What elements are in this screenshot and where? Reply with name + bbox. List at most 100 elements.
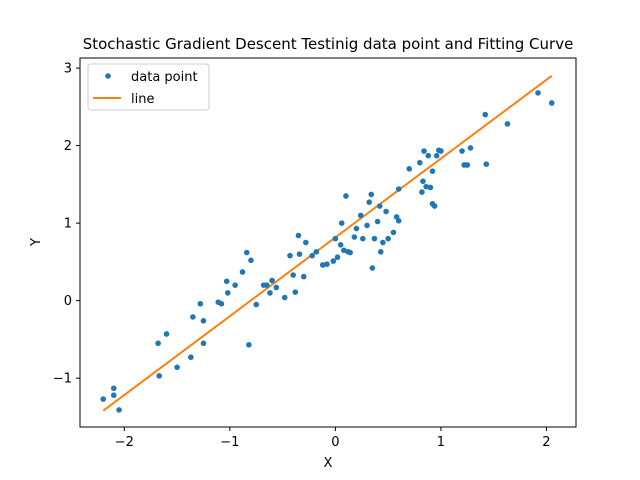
data-point	[281, 294, 288, 301]
data-point	[116, 407, 122, 413]
y-tick-label: 1	[64, 217, 72, 232]
data-point	[110, 392, 117, 399]
data-point	[433, 152, 440, 159]
x-tick-label: −1	[220, 435, 239, 450]
data-point	[385, 235, 391, 242]
data-point	[366, 199, 372, 205]
data-point	[100, 396, 107, 402]
data-point	[376, 203, 383, 209]
data-point	[223, 278, 230, 285]
data-point	[360, 235, 366, 242]
data-point	[313, 249, 320, 255]
data-point	[464, 162, 471, 168]
data-point	[341, 247, 347, 254]
data-point	[155, 340, 161, 347]
data-point	[287, 252, 293, 259]
data-point	[406, 166, 413, 172]
data-point	[377, 249, 384, 255]
data-point	[417, 159, 423, 166]
y-tick-label: −1	[53, 372, 72, 387]
data-point	[371, 235, 378, 242]
data-point	[338, 220, 345, 226]
data-point	[163, 331, 170, 337]
data-point	[427, 184, 434, 191]
data-point	[309, 252, 315, 259]
data-point	[395, 186, 402, 192]
data-point	[459, 148, 465, 154]
data-point	[224, 290, 231, 296]
data-point	[425, 152, 432, 159]
data-point	[300, 273, 307, 280]
data-point	[548, 100, 555, 106]
data-point	[438, 148, 444, 154]
data-point	[200, 317, 207, 324]
data-point	[324, 261, 330, 268]
data-point	[218, 300, 225, 307]
x-axis-label: X	[324, 456, 333, 471]
data-point	[504, 121, 511, 127]
data-point	[239, 269, 246, 275]
data-point	[423, 183, 429, 190]
data-point	[419, 189, 425, 195]
y-tick-label: 3	[64, 62, 72, 77]
y-axis: −1 0 1 2 3	[53, 62, 80, 387]
data-point	[364, 222, 370, 229]
data-point	[429, 168, 436, 174]
data-point	[319, 262, 326, 268]
legend-label-data-point: data point	[131, 70, 198, 85]
data-point	[200, 340, 207, 347]
chart-title: Stochastic Gradient Descent Testinig dat…	[83, 35, 574, 53]
y-tick-label: 2	[64, 139, 72, 154]
axes-frame	[79, 57, 577, 428]
x-tick-label: 0	[331, 435, 339, 450]
data-point	[110, 385, 117, 392]
fitted-line	[102, 75, 553, 412]
data-point	[295, 232, 302, 239]
data-point	[334, 254, 341, 261]
y-tick-label: 0	[64, 294, 72, 309]
data-point	[174, 364, 180, 371]
data-point	[248, 257, 254, 264]
data-point	[368, 191, 375, 198]
data-point	[337, 242, 344, 248]
data-point	[263, 282, 270, 288]
data-point	[296, 251, 303, 257]
legend-marker-data-point	[105, 73, 111, 79]
data-point	[156, 373, 162, 379]
data-point	[347, 249, 353, 256]
data-point	[395, 217, 402, 224]
x-tick-label: −2	[115, 435, 134, 450]
data-point	[290, 272, 296, 278]
data-point	[273, 284, 280, 291]
data-point	[535, 90, 541, 96]
data-point	[421, 148, 427, 154]
data-point	[332, 235, 339, 242]
data-point	[253, 301, 260, 308]
x-tick-label: 2	[542, 435, 550, 450]
data-point	[357, 212, 364, 219]
x-axis: −2 −1 0 1 2	[115, 427, 551, 450]
data-point	[197, 300, 204, 307]
data-point	[188, 354, 194, 361]
data-point	[390, 229, 397, 236]
data-point	[420, 178, 426, 185]
legend: data point line	[87, 63, 210, 111]
data-point	[343, 193, 349, 199]
data-point	[383, 208, 389, 215]
data-point	[190, 314, 196, 320]
data-point	[431, 203, 438, 209]
data-point	[467, 145, 474, 151]
data-point	[269, 277, 275, 284]
data-point	[243, 249, 250, 256]
data-point	[483, 161, 490, 168]
plot-area	[100, 75, 555, 413]
data-point	[267, 290, 273, 296]
data-point	[351, 234, 358, 240]
data-point	[353, 225, 360, 232]
data-point	[232, 282, 238, 288]
y-axis-label: Y	[29, 238, 44, 247]
data-point	[482, 111, 489, 118]
data-point	[374, 218, 381, 225]
